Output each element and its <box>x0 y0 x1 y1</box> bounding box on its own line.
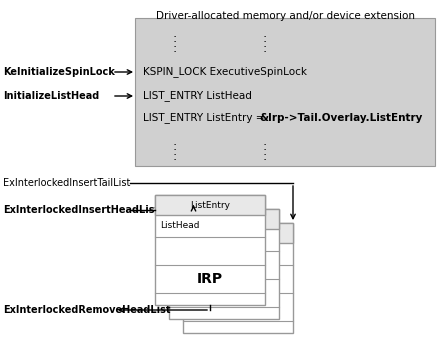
Text: :: : <box>263 140 267 153</box>
Bar <box>155 195 265 215</box>
Text: &Irp->Tail.Overlay.ListEntry: &Irp->Tail.Overlay.ListEntry <box>259 113 422 123</box>
Text: ExInterlockedInsertHeadList: ExInterlockedInsertHeadList <box>3 205 159 215</box>
Bar <box>183 223 293 243</box>
Text: ExInterlockedRemoveHeadList: ExInterlockedRemoveHeadList <box>3 305 170 315</box>
Bar <box>135 18 435 166</box>
Text: IRP: IRP <box>197 272 223 286</box>
Text: ListEntry: ListEntry <box>218 228 258 238</box>
Text: :: : <box>263 42 267 55</box>
Text: :: : <box>173 150 177 163</box>
Bar <box>155 195 265 305</box>
Text: ListHead: ListHead <box>160 221 199 231</box>
Text: ListEntry: ListEntry <box>204 214 244 223</box>
Text: :: : <box>263 32 267 45</box>
Text: :: : <box>173 32 177 45</box>
Text: Driver-allocated memory and/or device extension: Driver-allocated memory and/or device ex… <box>155 11 414 21</box>
Text: ExInterlockedInsertTailList: ExInterlockedInsertTailList <box>3 178 130 188</box>
Text: LIST_ENTRY ListHead: LIST_ENTRY ListHead <box>143 91 252 101</box>
Bar <box>169 209 279 229</box>
Bar <box>169 209 279 319</box>
Text: KSPIN_LOCK ExecutiveSpinLock: KSPIN_LOCK ExecutiveSpinLock <box>143 66 307 78</box>
Text: LIST_ENTRY ListEntry =: LIST_ENTRY ListEntry = <box>143 113 268 123</box>
Text: ListEntry: ListEntry <box>190 201 230 210</box>
Text: :: : <box>173 42 177 55</box>
Text: KeInitializeSpinLock: KeInitializeSpinLock <box>3 67 115 77</box>
Bar <box>183 223 293 333</box>
Text: :: : <box>173 140 177 153</box>
Text: :: : <box>263 150 267 163</box>
Text: InitializeListHead: InitializeListHead <box>3 91 99 101</box>
